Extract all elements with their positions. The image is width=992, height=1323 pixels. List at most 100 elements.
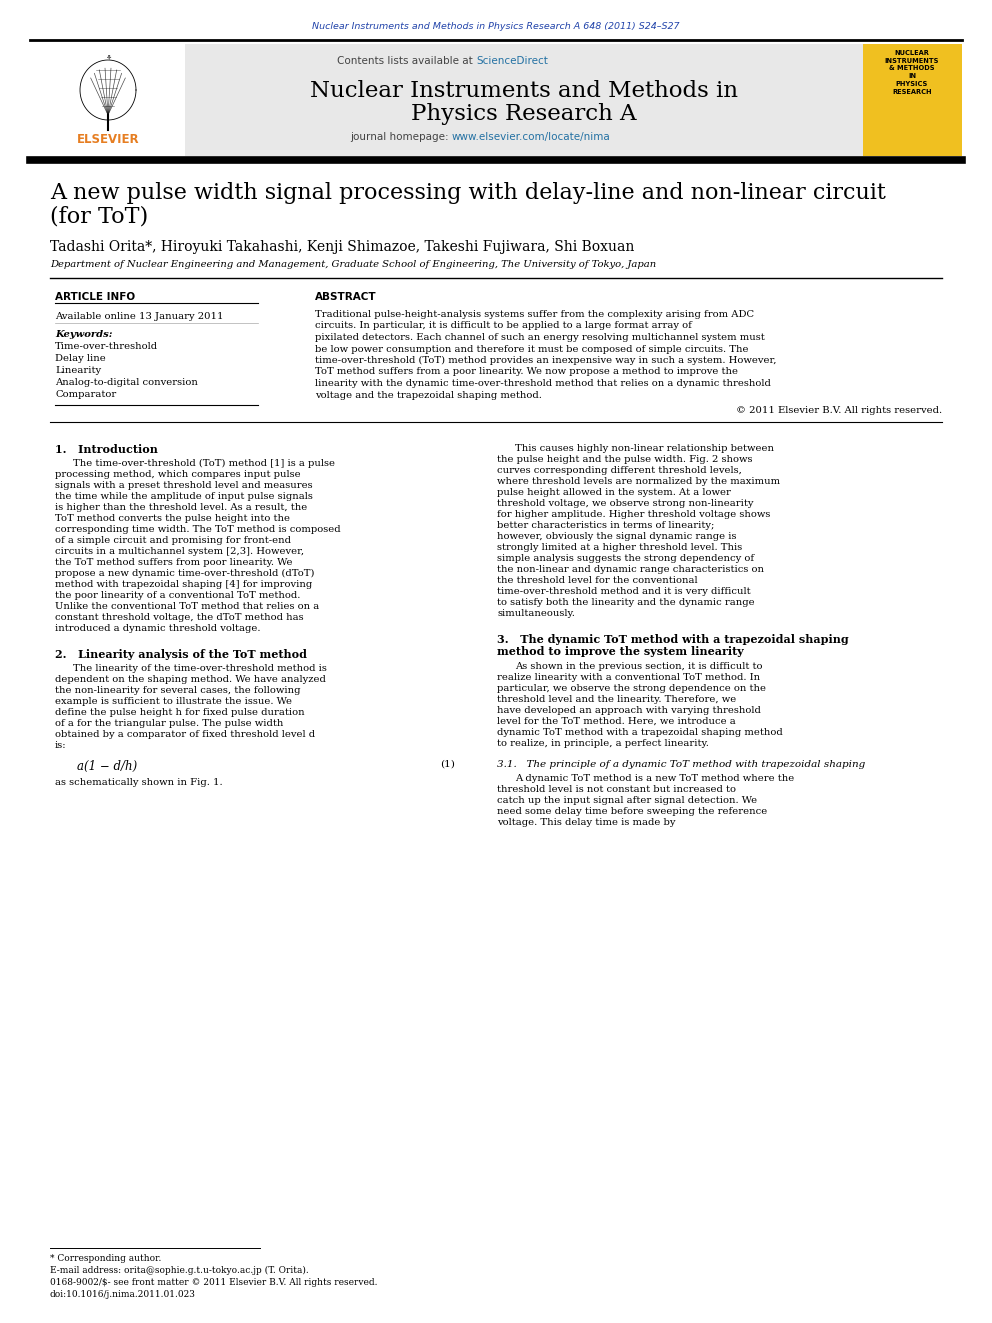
Text: threshold level is not constant but increased to: threshold level is not constant but incr… — [497, 785, 736, 794]
Text: a(1 − d/h): a(1 − d/h) — [77, 759, 137, 773]
Text: simultaneously.: simultaneously. — [497, 609, 575, 618]
Text: of a for the triangular pulse. The pulse width: of a for the triangular pulse. The pulse… — [55, 718, 284, 728]
Text: level for the ToT method. Here, we introduce a: level for the ToT method. Here, we intro… — [497, 717, 736, 726]
Text: simple analysis suggests the strong dependency of: simple analysis suggests the strong depe… — [497, 554, 754, 564]
Text: A new pulse width signal processing with delay-line and non-linear circuit: A new pulse width signal processing with… — [50, 183, 886, 204]
Text: NUCLEAR
INSTRUMENTS
& METHODS
IN
PHYSICS
RESEARCH: NUCLEAR INSTRUMENTS & METHODS IN PHYSICS… — [885, 50, 939, 95]
Text: pulse height allowed in the system. At a lower: pulse height allowed in the system. At a… — [497, 488, 731, 497]
Text: circuits in a multichannel system [2,3]. However,: circuits in a multichannel system [2,3].… — [55, 546, 305, 556]
Text: time-over-threshold method and it is very difficult: time-over-threshold method and it is ver… — [497, 587, 751, 595]
Text: the poor linearity of a conventional ToT method.: the poor linearity of a conventional ToT… — [55, 591, 301, 601]
Text: the non-linearity for several cases, the following: the non-linearity for several cases, the… — [55, 687, 301, 695]
Text: Keywords:: Keywords: — [55, 329, 112, 339]
Text: As shown in the previous section, it is difficult to: As shown in the previous section, it is … — [515, 662, 763, 671]
Text: method to improve the system linearity: method to improve the system linearity — [497, 646, 744, 658]
Text: as schematically shown in Fig. 1.: as schematically shown in Fig. 1. — [55, 778, 222, 787]
Text: ⚘: ⚘ — [105, 56, 111, 61]
Text: doi:10.1016/j.nima.2011.01.023: doi:10.1016/j.nima.2011.01.023 — [50, 1290, 195, 1299]
Text: Traditional pulse-height-analysis systems suffer from the complexity arising fro: Traditional pulse-height-analysis system… — [315, 310, 754, 319]
Text: catch up the input signal after signal detection. We: catch up the input signal after signal d… — [497, 796, 757, 804]
Text: Time-over-threshold: Time-over-threshold — [55, 343, 158, 351]
Text: the pulse height and the pulse width. Fig. 2 shows: the pulse height and the pulse width. Fi… — [497, 455, 753, 464]
Text: Physics Research A: Physics Research A — [412, 103, 637, 124]
Text: Contents lists available at: Contents lists available at — [337, 56, 476, 66]
Text: the ToT method suffers from poor linearity. We: the ToT method suffers from poor lineari… — [55, 558, 293, 568]
FancyBboxPatch shape — [185, 44, 863, 156]
Text: 3.1.   The principle of a dynamic ToT method with trapezoidal shaping: 3.1. The principle of a dynamic ToT meth… — [497, 759, 865, 769]
Text: A dynamic ToT method is a new ToT method where the: A dynamic ToT method is a new ToT method… — [515, 774, 795, 783]
Text: dependent on the shaping method. We have analyzed: dependent on the shaping method. We have… — [55, 675, 326, 684]
Text: E-mail address: orita@sophie.g.t.u-tokyo.ac.jp (T. Orita).: E-mail address: orita@sophie.g.t.u-tokyo… — [50, 1266, 309, 1275]
Text: circuits. In particular, it is difficult to be applied to a large format array o: circuits. In particular, it is difficult… — [315, 321, 691, 331]
Text: Comparator: Comparator — [55, 390, 116, 400]
Text: be low power consumption and therefore it must be composed of simple circuits. T: be low power consumption and therefore i… — [315, 344, 749, 353]
Text: 0168-9002/$- see front matter © 2011 Elsevier B.V. All rights reserved.: 0168-9002/$- see front matter © 2011 Els… — [50, 1278, 378, 1287]
Text: pixilated detectors. Each channel of such an energy resolving multichannel syste: pixilated detectors. Each channel of suc… — [315, 333, 765, 343]
Text: voltage and the trapezoidal shaping method.: voltage and the trapezoidal shaping meth… — [315, 390, 542, 400]
Text: * Corresponding author.: * Corresponding author. — [50, 1254, 162, 1263]
Text: threshold level and the linearity. Therefore, we: threshold level and the linearity. There… — [497, 695, 736, 704]
Text: processing method, which compares input pulse: processing method, which compares input … — [55, 470, 301, 479]
Text: linearity with the dynamic time-over-threshold method that relies on a dynamic t: linearity with the dynamic time-over-thr… — [315, 378, 771, 388]
Text: the non-linear and dynamic range characteristics on: the non-linear and dynamic range charact… — [497, 565, 764, 574]
Text: better characteristics in terms of linearity;: better characteristics in terms of linea… — [497, 521, 714, 531]
Text: ToT method suffers from a poor linearity. We now propose a method to improve the: ToT method suffers from a poor linearity… — [315, 368, 738, 377]
Text: The linearity of the time-over-threshold method is: The linearity of the time-over-threshold… — [73, 664, 327, 673]
Text: to satisfy both the linearity and the dynamic range: to satisfy both the linearity and the dy… — [497, 598, 755, 607]
Text: journal homepage:: journal homepage: — [350, 132, 452, 142]
Text: Linearity: Linearity — [55, 366, 101, 374]
Text: constant threshold voltage, the dToT method has: constant threshold voltage, the dToT met… — [55, 613, 304, 622]
Text: realize linearity with a conventional ToT method. In: realize linearity with a conventional To… — [497, 673, 760, 681]
Text: ScienceDirect: ScienceDirect — [476, 56, 548, 66]
Text: example is sufficient to illustrate the issue. We: example is sufficient to illustrate the … — [55, 697, 292, 706]
Text: Nuclear Instruments and Methods in: Nuclear Instruments and Methods in — [310, 79, 738, 102]
Text: ABSTRACT: ABSTRACT — [315, 292, 377, 302]
Text: propose a new dynamic time-over-threshold (dToT): propose a new dynamic time-over-threshol… — [55, 569, 314, 578]
Text: curves corresponding different threshold levels,: curves corresponding different threshold… — [497, 466, 742, 475]
Text: Available online 13 January 2011: Available online 13 January 2011 — [55, 312, 223, 321]
Text: the threshold level for the conventional: the threshold level for the conventional — [497, 576, 697, 585]
Text: © 2011 Elsevier B.V. All rights reserved.: © 2011 Elsevier B.V. All rights reserved… — [736, 406, 942, 415]
Text: time-over-threshold (ToT) method provides an inexpensive way in such a system. H: time-over-threshold (ToT) method provide… — [315, 356, 777, 365]
Text: Tadashi Orita*, Hiroyuki Takahashi, Kenji Shimazoe, Takeshi Fujiwara, Shi Boxuan: Tadashi Orita*, Hiroyuki Takahashi, Kenj… — [50, 239, 634, 254]
Text: corresponding time width. The ToT method is composed: corresponding time width. The ToT method… — [55, 525, 340, 534]
Text: of a simple circuit and promising for front-end: of a simple circuit and promising for fr… — [55, 536, 291, 545]
Text: define the pulse height h for fixed pulse duration: define the pulse height h for fixed puls… — [55, 708, 305, 717]
Text: method with trapezoidal shaping [4] for improving: method with trapezoidal shaping [4] for … — [55, 579, 312, 589]
Text: signals with a preset threshold level and measures: signals with a preset threshold level an… — [55, 482, 312, 490]
Text: Analog-to-digital conversion: Analog-to-digital conversion — [55, 378, 197, 388]
Text: The time-over-threshold (ToT) method [1] is a pulse: The time-over-threshold (ToT) method [1]… — [73, 459, 335, 468]
Text: for higher amplitude. Higher threshold voltage shows: for higher amplitude. Higher threshold v… — [497, 509, 771, 519]
Text: 2.   Linearity analysis of the ToT method: 2. Linearity analysis of the ToT method — [55, 650, 307, 660]
Text: need some delay time before sweeping the reference: need some delay time before sweeping the… — [497, 807, 767, 816]
Text: is higher than the threshold level. As a result, the: is higher than the threshold level. As a… — [55, 503, 308, 512]
Text: threshold voltage, we observe strong non-linearity: threshold voltage, we observe strong non… — [497, 499, 754, 508]
Text: voltage. This delay time is made by: voltage. This delay time is made by — [497, 818, 676, 827]
Text: however, obviously the signal dynamic range is: however, obviously the signal dynamic ra… — [497, 532, 736, 541]
Text: obtained by a comparator of fixed threshold level d: obtained by a comparator of fixed thresh… — [55, 730, 315, 740]
Text: www.elsevier.com/locate/nima: www.elsevier.com/locate/nima — [452, 132, 611, 142]
Text: This causes highly non-linear relationship between: This causes highly non-linear relationsh… — [515, 445, 774, 452]
Text: Unlike the conventional ToT method that relies on a: Unlike the conventional ToT method that … — [55, 602, 319, 611]
Text: introduced a dynamic threshold voltage.: introduced a dynamic threshold voltage. — [55, 624, 261, 632]
Text: ELSEVIER: ELSEVIER — [76, 134, 139, 146]
Text: 1.   Introduction: 1. Introduction — [55, 445, 158, 455]
Text: 3.   The dynamic ToT method with a trapezoidal shaping: 3. The dynamic ToT method with a trapezo… — [497, 634, 849, 646]
Text: ARTICLE INFO: ARTICLE INFO — [55, 292, 135, 302]
FancyBboxPatch shape — [863, 44, 962, 156]
Text: to realize, in principle, a perfect linearity.: to realize, in principle, a perfect line… — [497, 740, 709, 747]
Text: Nuclear Instruments and Methods in Physics Research A 648 (2011) S24–S27: Nuclear Instruments and Methods in Physi… — [312, 22, 680, 30]
Text: is:: is: — [55, 741, 66, 750]
FancyBboxPatch shape — [30, 44, 185, 156]
Text: (for ToT): (for ToT) — [50, 206, 148, 228]
Text: Department of Nuclear Engineering and Management, Graduate School of Engineering: Department of Nuclear Engineering and Ma… — [50, 261, 657, 269]
Text: where threshold levels are normalized by the maximum: where threshold levels are normalized by… — [497, 478, 780, 486]
Text: particular, we observe the strong dependence on the: particular, we observe the strong depend… — [497, 684, 766, 693]
Text: strongly limited at a higher threshold level. This: strongly limited at a higher threshold l… — [497, 542, 742, 552]
Text: Delay line: Delay line — [55, 355, 106, 363]
Text: the time while the amplitude of input pulse signals: the time while the amplitude of input pu… — [55, 492, 312, 501]
Text: (1): (1) — [440, 759, 455, 769]
Text: dynamic ToT method with a trapezoidal shaping method: dynamic ToT method with a trapezoidal sh… — [497, 728, 783, 737]
Text: have developed an approach with varying threshold: have developed an approach with varying … — [497, 706, 761, 714]
Text: ToT method converts the pulse height into the: ToT method converts the pulse height int… — [55, 515, 290, 523]
